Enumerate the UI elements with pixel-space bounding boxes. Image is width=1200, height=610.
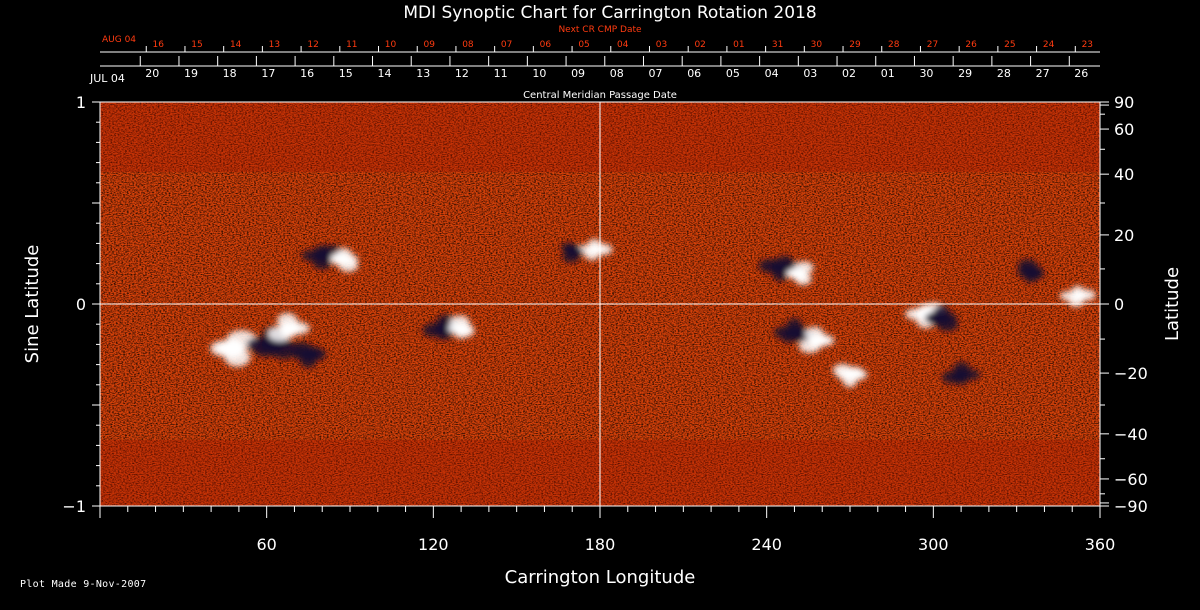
active-region-positive	[1078, 289, 1096, 301]
active-region-positive	[338, 259, 359, 272]
next-cr-date-label: 24	[1043, 40, 1055, 50]
cmp-date-label: 06	[687, 67, 701, 80]
y-axis-right-label: Latitude	[1162, 267, 1183, 341]
next-cr-date-label: 28	[888, 40, 900, 50]
cmp-date-label: 20	[145, 67, 159, 80]
next-cr-ticks: 16 15 14 13 12 11 10 09 08 07 06 05 04 03 02 01 31 30 29 28…	[145, 40, 1093, 52]
next-cr-date-label: 11	[346, 40, 357, 50]
cmp-date-label: 14	[378, 67, 392, 80]
cmp-date-label: 26	[1074, 67, 1088, 80]
next-cr-date-label: 27	[927, 40, 938, 50]
active-region-positive	[268, 326, 292, 342]
active-region-positive	[798, 339, 821, 354]
cmp-date-label: 08	[610, 67, 624, 80]
cmp-ticks: 20 19 18 17 16 15 14 13 12 11 10 09 08 07 06 05 04 03 02 01…	[139, 56, 1088, 80]
x-axis: 60 120 180 240 300 360	[99, 506, 1116, 554]
cmp-date-label: 03	[803, 67, 817, 80]
active-region-negative	[269, 341, 298, 360]
plot-made-footer: Plot Made 9-Nov-2007	[20, 579, 147, 590]
next-cr-date-label: 15	[191, 40, 202, 50]
y-right-tick-label: 60	[1114, 120, 1134, 139]
y-right-tick-label: −20	[1114, 364, 1148, 383]
next-cr-date-label: 02	[694, 40, 705, 50]
y-left-tick-label: 1	[76, 93, 86, 112]
next-cr-date-label: 16	[153, 40, 165, 50]
next-cr-date-label: 05	[578, 40, 589, 50]
y-axis-left: 1 0 −1	[62, 93, 100, 516]
next-cr-date-label: 08	[462, 40, 474, 50]
x-tick-label: 180	[585, 535, 616, 554]
next-cr-date-label: 26	[965, 40, 977, 50]
cmp-date-label: 13	[416, 67, 430, 80]
next-cr-date-label: 13	[269, 40, 280, 50]
cmp-axis-label: Central Meridian Passage Date	[523, 90, 677, 101]
active-region-negative	[936, 317, 959, 332]
active-region-positive	[450, 315, 470, 329]
y-right-tick-label: 0	[1114, 295, 1124, 314]
cmp-date-label: 19	[184, 67, 198, 80]
active-region-negative	[1017, 259, 1038, 272]
next-cr-date-label: 12	[307, 40, 318, 50]
cmp-date-label: 09	[571, 67, 585, 80]
cmp-date-label: 17	[261, 67, 275, 80]
y-axis-right: 90 60 40 20 0 −20 −40 −60 −90	[1100, 93, 1148, 516]
cmp-date-label: 29	[958, 67, 972, 80]
y-right-tick-label: −90	[1114, 497, 1148, 516]
next-cr-date-label: 29	[849, 40, 861, 50]
y-right-tick-label: 90	[1114, 93, 1134, 112]
next-cr-date-label: 07	[501, 40, 512, 50]
active-region-negative	[562, 251, 580, 263]
next-cr-date-label: 04	[617, 40, 629, 50]
x-tick-label: 240	[751, 535, 782, 554]
active-region-positive	[794, 261, 814, 274]
cmp-date-label: 15	[339, 67, 353, 80]
y-right-tick-label: −40	[1114, 425, 1148, 444]
next-cr-axis-label: Next CR CMP Date	[558, 25, 642, 35]
next-cr-date-label: 01	[733, 40, 744, 50]
y-left-tick-label: 0	[76, 295, 86, 314]
y-axis-left-label: Sine Latitude	[22, 245, 43, 364]
cmp-date-label: 30	[919, 67, 933, 80]
x-tick-label: 360	[1085, 535, 1116, 554]
cmp-date-label: 16	[300, 67, 314, 80]
cmp-start-label: JUL 04	[89, 72, 125, 85]
next-cr-date-label: 30	[811, 40, 823, 50]
cmp-date-label: 11	[494, 67, 508, 80]
next-cr-date-label: 25	[1004, 40, 1015, 50]
cmp-date-label: 04	[765, 67, 779, 80]
chart-title: MDI Synoptic Chart for Carrington Rotati…	[403, 3, 816, 23]
cmp-date-label: 28	[997, 67, 1011, 80]
active-region-negative	[941, 371, 962, 384]
cmp-date-label: 01	[881, 67, 895, 80]
y-right-tick-label: −60	[1114, 470, 1148, 489]
cmp-date-label: 10	[532, 67, 546, 80]
y-right-tick-label: 20	[1114, 226, 1134, 245]
cmp-date-label: 02	[842, 67, 856, 80]
next-cr-date-label: 10	[385, 40, 397, 50]
next-cr-date-label: 14	[230, 40, 242, 50]
x-axis-label: Carrington Longitude	[505, 567, 696, 588]
x-tick-label: 120	[418, 535, 449, 554]
active-region-negative	[422, 323, 445, 337]
next-cr-date-label: 31	[772, 40, 783, 50]
y-left-tick-label: −1	[62, 497, 86, 516]
next-cr-date-label: 03	[656, 40, 667, 50]
y-right-tick-label: 40	[1114, 165, 1134, 184]
x-tick-label: 300	[918, 535, 949, 554]
next-cr-date-label: 09	[423, 40, 435, 50]
active-region-positive	[832, 363, 853, 377]
cmp-date-label: 05	[726, 67, 740, 80]
cmp-date-label: 27	[1036, 67, 1050, 80]
active-region-negative	[290, 341, 313, 356]
next-cr-date-label: 23	[1082, 40, 1093, 50]
next-cr-date-label: 06	[540, 40, 552, 50]
cmp-date-label: 12	[455, 67, 469, 80]
next-cr-start-label: AUG 04	[102, 35, 136, 45]
x-tick-label: 60	[256, 535, 276, 554]
active-region-negative	[758, 258, 781, 273]
cmp-date-label: 07	[648, 67, 662, 80]
active-region-positive	[595, 243, 613, 256]
cmp-date-label: 18	[223, 67, 237, 80]
